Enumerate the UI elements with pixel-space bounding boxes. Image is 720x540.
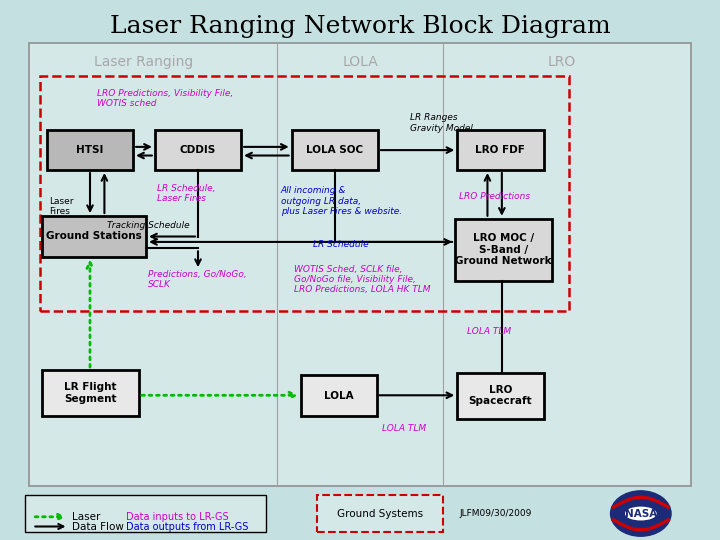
FancyBboxPatch shape [29, 43, 691, 486]
Text: WOTIS Sched, SCLK file,
Go/NoGo file, Visibility File,
LRO Predictions, LOLA HK : WOTIS Sched, SCLK file, Go/NoGo file, Vi… [294, 265, 431, 294]
FancyBboxPatch shape [25, 495, 266, 532]
Text: LOLA TLM: LOLA TLM [382, 424, 426, 433]
Text: LRO MOC /
S-Band /
Ground Network: LRO MOC / S-Band / Ground Network [455, 233, 552, 266]
FancyBboxPatch shape [155, 130, 241, 170]
FancyBboxPatch shape [457, 130, 544, 170]
Text: Ground Systems: Ground Systems [337, 509, 423, 518]
FancyBboxPatch shape [455, 219, 552, 281]
Text: LRO Predictions: LRO Predictions [459, 192, 531, 201]
Text: All incoming &
outgoing LR data,
plus Laser Fires & website.: All incoming & outgoing LR data, plus La… [281, 186, 402, 216]
Text: Laser Ranging Network Block Diagram: Laser Ranging Network Block Diagram [109, 16, 611, 38]
FancyBboxPatch shape [292, 130, 378, 170]
Text: JLFM09/30/2009: JLFM09/30/2009 [459, 509, 532, 518]
FancyBboxPatch shape [457, 373, 544, 418]
FancyBboxPatch shape [317, 495, 443, 532]
FancyBboxPatch shape [42, 370, 139, 416]
Text: Laser: Laser [72, 512, 100, 522]
Text: LR Ranges
Gravity Model: LR Ranges Gravity Model [410, 113, 473, 133]
Text: Laser
Fires: Laser Fires [49, 197, 73, 217]
Text: LRO Predictions, Visibility File,
WOTIS sched: LRO Predictions, Visibility File, WOTIS … [97, 89, 233, 109]
Text: CDDIS: CDDIS [180, 145, 216, 155]
Text: LR Flight
Segment: LR Flight Segment [64, 382, 117, 404]
Text: LR Schedule,
Laser Fires: LR Schedule, Laser Fires [157, 184, 215, 203]
Text: Tracking Schedule: Tracking Schedule [107, 221, 189, 231]
Ellipse shape [626, 507, 656, 520]
Text: Data outputs from LR-GS: Data outputs from LR-GS [126, 522, 248, 531]
Text: Data Flow: Data Flow [72, 522, 124, 531]
Text: LOLA TLM: LOLA TLM [467, 327, 510, 336]
FancyBboxPatch shape [301, 375, 377, 416]
FancyBboxPatch shape [42, 216, 146, 256]
Text: HTSI: HTSI [76, 145, 104, 155]
Text: Data inputs to LR-GS: Data inputs to LR-GS [126, 512, 229, 522]
Text: LOLA: LOLA [324, 390, 354, 401]
Text: NASA: NASA [625, 509, 657, 518]
Text: Predictions, Go/NoGo,
SCLK: Predictions, Go/NoGo, SCLK [148, 270, 246, 289]
FancyBboxPatch shape [47, 130, 133, 170]
Circle shape [611, 491, 671, 536]
Text: LRO
Spacecraft: LRO Spacecraft [469, 384, 532, 406]
Text: LRO FDF: LRO FDF [475, 145, 526, 155]
Text: LOLA SOC: LOLA SOC [306, 145, 364, 155]
Text: Laser Ranging: Laser Ranging [94, 55, 194, 69]
Text: Ground Stations: Ground Stations [46, 231, 142, 241]
Text: LR Schedule: LR Schedule [313, 240, 369, 249]
Text: LOLA: LOLA [342, 55, 378, 69]
Text: LRO: LRO [547, 55, 576, 69]
